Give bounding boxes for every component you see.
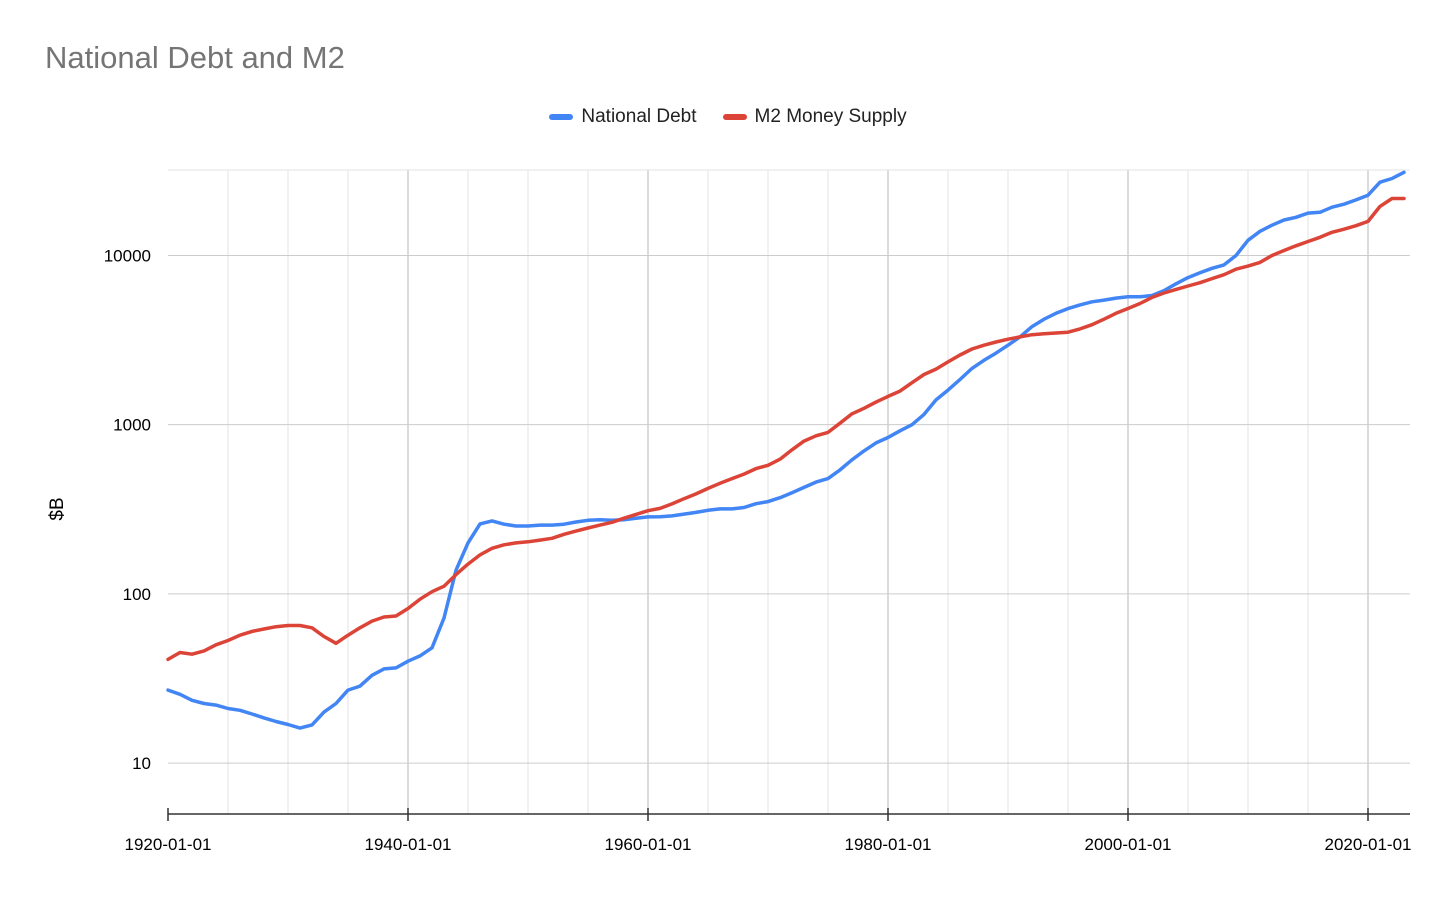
legend-label-national-debt: National Debt (581, 106, 697, 127)
y-tick-label: 10000 (104, 246, 151, 265)
y-tick-label: 1000 (113, 416, 151, 435)
series-line-m2-money-supply (166, 196, 1406, 662)
x-tick-label: 1940-01-01 (365, 835, 452, 854)
legend: National Debt M2 Money Supply (0, 106, 1456, 128)
series-line-national-debt (166, 170, 1406, 730)
y-tick-label: 10 (132, 754, 151, 773)
y-axis-label: $B (47, 497, 68, 520)
legend-label-m2-money-supply: M2 Money Supply (754, 106, 907, 127)
x-tick-label: 2000-01-01 (1085, 835, 1172, 854)
series-lines (166, 170, 1406, 730)
x-tick-label: 1960-01-01 (605, 835, 692, 854)
legend-item-national-debt[interactable]: National Debt (549, 106, 697, 128)
x-tick-label: 2020-01-01 (1325, 835, 1412, 854)
axes: 10 100 1000 10000 1920-01-01 1940-01-01 1960-0… (104, 246, 1412, 854)
legend-swatch-m2-money-supply (722, 114, 747, 120)
x-tick-label: 1980-01-01 (845, 835, 932, 854)
y-tick-label: 100 (123, 585, 151, 604)
legend-item-m2-money-supply[interactable]: M2 Money Supply (722, 106, 907, 128)
legend-swatch-national-debt (549, 114, 574, 120)
grid (168, 169, 1410, 814)
x-tick-label: 1920-01-01 (125, 835, 212, 854)
chart-title: National Debt and M2 (45, 40, 345, 75)
